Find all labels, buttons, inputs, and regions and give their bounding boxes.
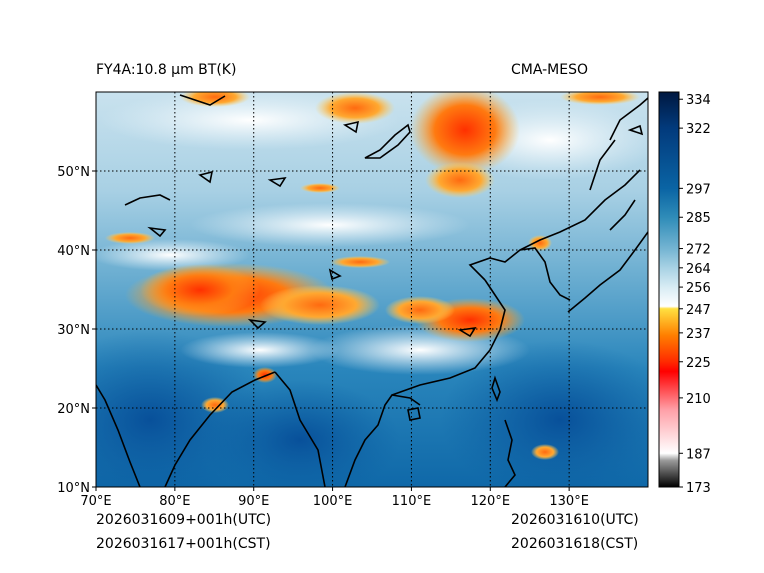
lat-tick-label: 50°N — [57, 165, 90, 180]
colorbar-tick-label: 334 — [686, 93, 711, 108]
coastlines — [96, 94, 648, 487]
lon-tick-label: 100°E — [313, 494, 353, 509]
latitude-labels: 10°N 20°N 30°N 40°N 50°N — [57, 165, 96, 496]
colorbar-tick-label: 173 — [686, 481, 711, 496]
colorbar-gradient — [658, 91, 680, 488]
brightness-temperature-field — [96, 92, 648, 487]
colorbar-tick-label: 187 — [686, 447, 711, 462]
colorbar-tick-label: 256 — [686, 281, 711, 296]
colorbar-ticks: 334 322 297 285 272 264 256 247 237 225 210 187 173 — [679, 93, 711, 496]
lon-tick-label: 70°E — [80, 494, 111, 509]
lat-tick-label: 20°N — [57, 402, 90, 417]
lat-tick-label: 30°N — [57, 323, 90, 338]
colorbar-tick-label: 264 — [686, 262, 711, 277]
colorbar-tick-label: 210 — [686, 392, 711, 407]
lat-tick-label: 40°N — [57, 244, 90, 259]
colorbar-tick-label: 237 — [686, 327, 711, 342]
colorbar-tick-label: 322 — [686, 122, 711, 137]
lat-tick-label: 10°N — [57, 481, 90, 496]
colorbar-tick-label: 297 — [686, 182, 711, 197]
lon-tick-label: 110°E — [392, 494, 432, 509]
colorbar-tick-label: 225 — [686, 356, 711, 371]
longitude-labels: 70°E 80°E 90°E 100°E 110°E 120°E 130°E — [80, 487, 589, 509]
colorbar: 334 322 297 285 272 264 256 247 237 225 210 187 173 — [658, 91, 711, 496]
colorbar-tick-label: 272 — [686, 243, 711, 258]
graticule — [96, 92, 648, 487]
model-name: CMA-MESO — [511, 62, 589, 78]
init-time-utc: 2026031609+001h(UTC) — [96, 512, 272, 528]
map-frame — [95, 91, 649, 488]
init-time-cst: 2026031617+001h(CST) — [96, 536, 271, 552]
colorbar-tick-label: 247 — [686, 303, 711, 318]
map-title: FY4A:10.8 µm BT(K) — [96, 62, 237, 78]
lon-tick-label: 90°E — [238, 494, 269, 509]
lon-tick-label: 120°E — [471, 494, 511, 509]
lon-tick-label: 130°E — [549, 494, 589, 509]
valid-time-utc: 2026031610(UTC) — [511, 512, 639, 528]
lon-tick-label: 80°E — [159, 494, 190, 509]
valid-time-cst: 2026031618(CST) — [511, 536, 639, 552]
colorbar-tick-label: 285 — [686, 211, 711, 226]
